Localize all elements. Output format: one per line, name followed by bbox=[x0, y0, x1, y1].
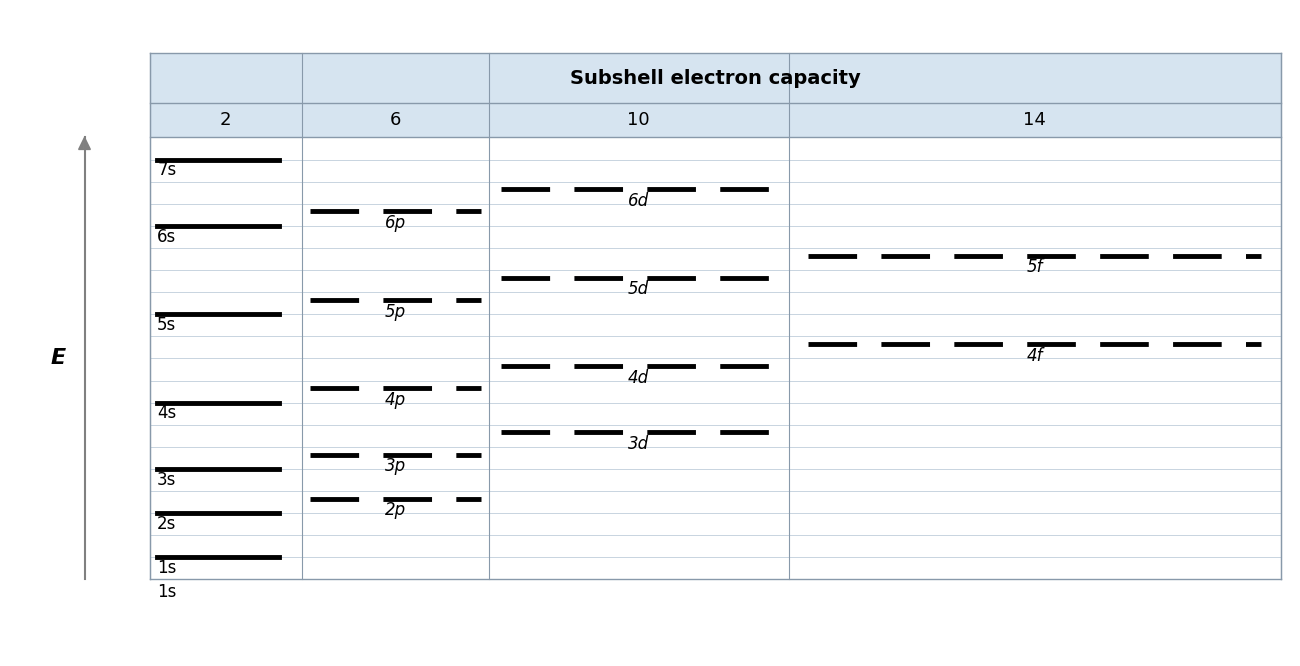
Text: 3s: 3s bbox=[157, 471, 177, 489]
Text: 5d: 5d bbox=[628, 280, 649, 298]
Text: 6p: 6p bbox=[385, 214, 406, 232]
Text: 4s: 4s bbox=[157, 404, 177, 422]
Text: 1s: 1s bbox=[157, 583, 177, 601]
Text: 4f: 4f bbox=[1026, 347, 1043, 365]
Text: 5s: 5s bbox=[157, 316, 177, 334]
Text: 6d: 6d bbox=[628, 192, 649, 210]
Text: 1s: 1s bbox=[157, 559, 177, 577]
Text: 6s: 6s bbox=[157, 228, 177, 246]
Text: 4d: 4d bbox=[628, 369, 649, 387]
Text: 4p: 4p bbox=[385, 391, 406, 409]
Text: 2p: 2p bbox=[385, 501, 406, 519]
Text: 2: 2 bbox=[220, 111, 231, 129]
Text: 3d: 3d bbox=[628, 435, 649, 453]
Text: E: E bbox=[51, 348, 66, 368]
Text: 3p: 3p bbox=[385, 458, 406, 476]
Text: Subshell electron capacity: Subshell electron capacity bbox=[569, 69, 861, 88]
Text: 5f: 5f bbox=[1026, 258, 1043, 276]
Text: 2s: 2s bbox=[157, 515, 177, 533]
Text: 6: 6 bbox=[390, 111, 402, 129]
Text: 10: 10 bbox=[628, 111, 650, 129]
Text: 5p: 5p bbox=[385, 302, 406, 320]
Text: 7s: 7s bbox=[157, 161, 177, 179]
Text: 14: 14 bbox=[1023, 111, 1046, 129]
